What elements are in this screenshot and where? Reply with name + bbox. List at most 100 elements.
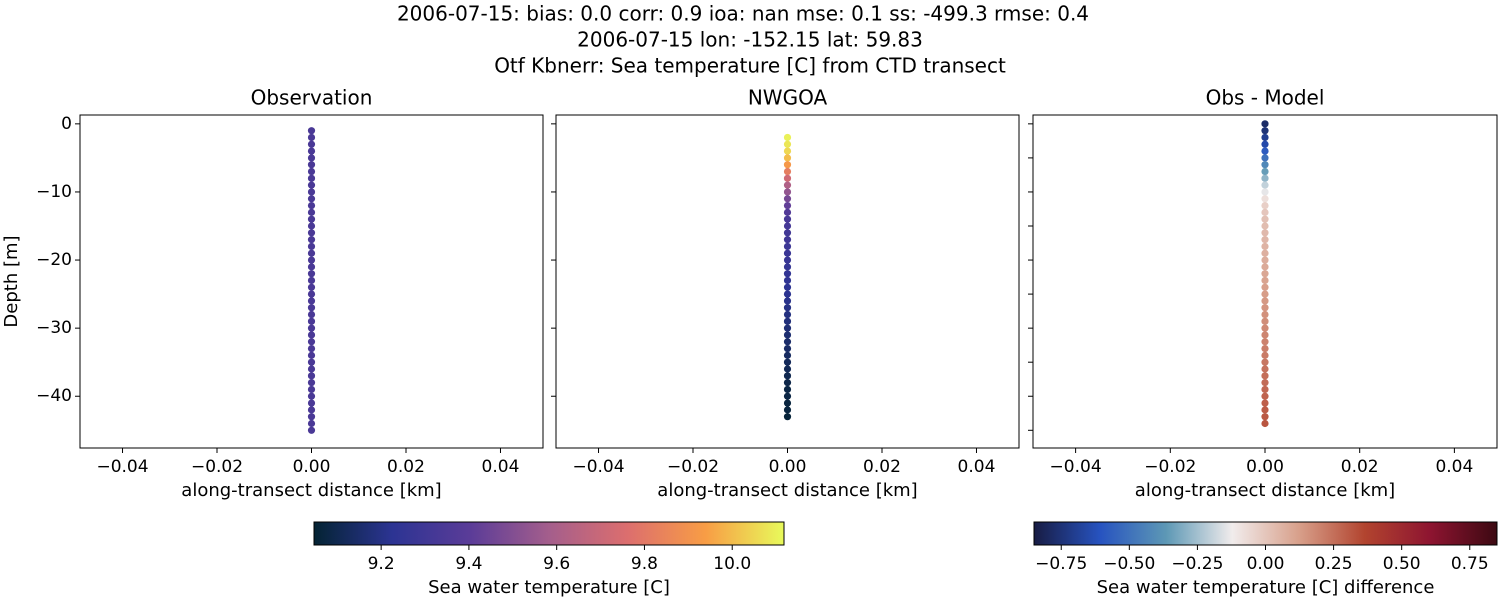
data-point [1261, 222, 1269, 230]
suptitle: 2006-07-15 lon: -152.15 lat: 59.83 [577, 28, 923, 52]
data-point [1261, 406, 1269, 414]
data-point [307, 195, 316, 203]
data-point [783, 283, 792, 291]
data-point [307, 161, 316, 169]
data-point [307, 215, 316, 223]
data-point [307, 127, 316, 135]
y-tick-label: −10 [36, 182, 72, 202]
x-tick-label: 0.00 [293, 457, 331, 477]
colorbar-tick-label: −0.50 [1103, 554, 1155, 574]
data-point [783, 154, 792, 162]
data-point [307, 385, 316, 394]
data-point [783, 256, 792, 264]
data-point [1261, 181, 1269, 189]
data-point [1261, 188, 1269, 196]
data-point [307, 426, 316, 434]
plot-frame [555, 114, 1020, 449]
colorbar [1033, 521, 1498, 546]
data-point [307, 256, 316, 264]
data-point [1261, 310, 1269, 319]
data-point [1261, 167, 1269, 176]
y-tick-label: −20 [36, 250, 72, 270]
data-point [783, 195, 792, 203]
x-tick-label: 0.04 [482, 457, 520, 477]
data-point [307, 208, 316, 216]
data-point [1261, 283, 1269, 291]
data-point [307, 324, 316, 332]
x-tick-label: −0.04 [1050, 457, 1102, 477]
data-point [1261, 413, 1269, 421]
panel-title: Obs - Model [1206, 86, 1325, 110]
data-point [783, 310, 792, 319]
colorbar-tick-label: −0.75 [1035, 554, 1087, 574]
data-point [783, 324, 792, 332]
data-point [307, 276, 316, 285]
panel-title: NWGOA [748, 86, 828, 110]
colorbar-tick-label: 9.2 [368, 554, 395, 574]
colorbar [313, 521, 785, 546]
data-point [307, 249, 316, 257]
data-point [307, 419, 316, 428]
data-point [1261, 399, 1269, 407]
data-point [307, 338, 316, 346]
x-tick-label: 0.00 [1246, 457, 1284, 477]
data-point [1261, 304, 1269, 312]
data-point [783, 236, 792, 244]
x-tick-label: −0.04 [96, 457, 148, 477]
data-point [307, 297, 316, 305]
x-tick-label: −0.02 [667, 457, 719, 477]
data-point [1261, 358, 1269, 366]
colorbar-tick-label: 10.0 [713, 554, 751, 574]
data-point [783, 147, 792, 155]
data-point [1261, 263, 1269, 271]
data-point [783, 215, 792, 223]
data-point [307, 201, 316, 210]
data-point [783, 229, 792, 237]
data-point [307, 290, 316, 298]
data-point [783, 358, 792, 366]
data-point [307, 270, 316, 278]
data-point [783, 276, 792, 285]
data-point [1261, 324, 1269, 332]
data-point [1261, 270, 1269, 278]
colorbar-tick-label: 0.75 [1451, 554, 1489, 574]
y-tick-label: −40 [36, 386, 72, 406]
data-point [783, 338, 792, 346]
data-point [307, 358, 316, 366]
data-point [1261, 372, 1269, 380]
x-tick-label: −0.02 [191, 457, 243, 477]
colorbar-label: Sea water temperature [C] [428, 577, 670, 598]
x-axis-label: along-transect distance [km] [1135, 480, 1395, 501]
colorbar-tick-label: −0.25 [1171, 554, 1223, 574]
x-axis-label: along-transect distance [km] [657, 480, 917, 501]
data-point [783, 351, 792, 359]
data-point [1261, 249, 1269, 257]
data-point [1261, 331, 1269, 339]
colorbar-tick-label: 9.6 [543, 554, 570, 574]
data-point [1261, 256, 1269, 264]
data-point [307, 372, 316, 380]
data-point [1261, 365, 1269, 373]
data-point [307, 133, 316, 142]
colorbar-tick-label: 9.4 [455, 554, 482, 574]
data-point [307, 229, 316, 237]
data-point [783, 181, 792, 189]
x-tick-label: 0.02 [387, 457, 425, 477]
plot-frame [79, 114, 544, 449]
data-point [783, 242, 792, 251]
data-point [783, 399, 792, 407]
data-point [783, 385, 792, 394]
data-point [783, 392, 792, 400]
colorbar-tick-label: 0.25 [1315, 554, 1353, 574]
x-tick-label: 0.02 [863, 457, 901, 477]
data-point [1261, 344, 1269, 353]
y-tick-label: 0 [61, 114, 72, 134]
data-point [1261, 140, 1269, 148]
data-point [307, 188, 316, 196]
x-tick-label: 0.04 [1435, 457, 1473, 477]
data-point [1261, 419, 1269, 428]
data-point [1261, 161, 1269, 169]
colorbar-label: Sea water temperature [C] difference [1097, 577, 1435, 598]
